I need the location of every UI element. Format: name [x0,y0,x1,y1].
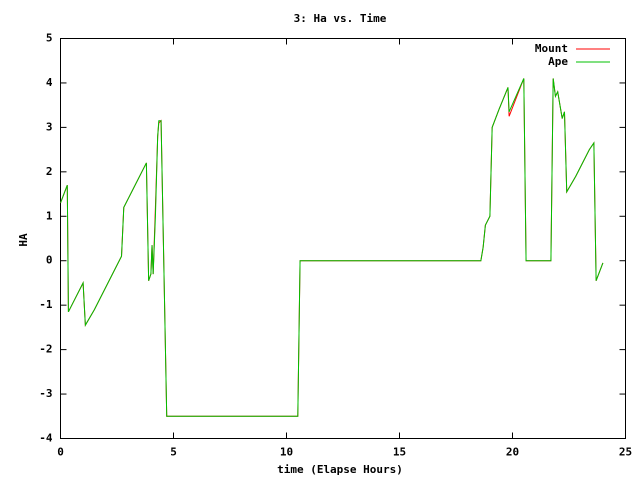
series-line [60,78,604,417]
legend-label: Mount [535,42,568,55]
x-tick-label: 0 [57,446,64,459]
y-tick-label: -2 [39,343,52,356]
x-tick-label: 10 [280,446,293,459]
y-tick-label: 1 [46,209,53,222]
y-tick-label: 5 [46,32,53,45]
y-tick-label: 2 [46,165,53,178]
x-tick-label: 15 [393,446,406,459]
y-tick-label: -3 [39,387,52,400]
y-tick-label: 0 [46,254,53,267]
x-axis-label: time (Elapse Hours) [277,463,403,476]
y-axis-label: HA [17,233,30,247]
x-tick-label: 5 [170,446,177,459]
legend-label: Ape [548,55,568,68]
y-tick-label: -4 [39,432,53,445]
y-tick-label: 3 [46,120,53,133]
y-tick-label: -1 [39,298,53,311]
y-tick-label: 4 [46,76,53,89]
chart-title: 3: Ha vs. Time [294,12,387,25]
x-tick-label: 20 [506,446,519,459]
x-tick-label: 25 [619,446,632,459]
series-line [60,78,604,417]
plot-frame [60,38,626,439]
